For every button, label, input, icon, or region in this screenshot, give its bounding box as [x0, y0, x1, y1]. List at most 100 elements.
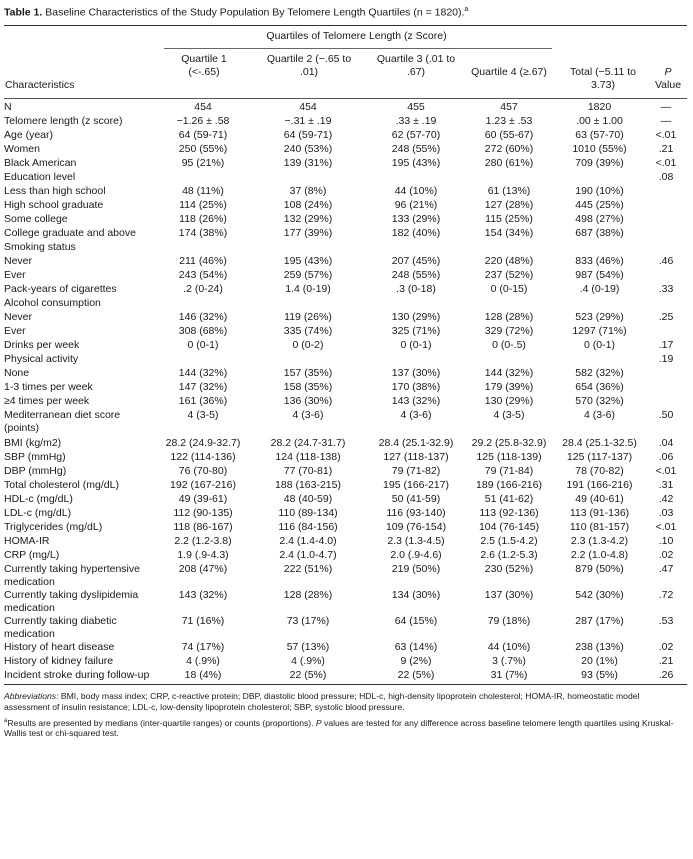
cell-q4: 1.23 ± .53 — [485, 114, 533, 127]
cell-q4: 2.6 (1.2-5.3) — [480, 548, 538, 561]
cell-total: 654 (36%) — [575, 380, 624, 393]
row-label: N — [4, 100, 12, 113]
cell-total: 238 (13%) — [575, 640, 624, 653]
cell-total: 570 (32%) — [575, 394, 624, 407]
cell-q2: 259 (57%) — [283, 268, 333, 281]
cell-p: — — [660, 100, 672, 113]
cell-q3: 22 (5%) — [397, 668, 435, 681]
cell-p — [645, 325, 687, 339]
row-label: Drinks per week — [4, 338, 80, 351]
bottom-rule — [4, 683, 687, 685]
row-label: DBP (mmHg) — [4, 464, 67, 477]
table-title: Table 1. Baseline Characteristics of the… — [4, 3, 687, 20]
cell-p: .08 — [658, 170, 674, 183]
row-label: Women — [4, 142, 40, 155]
cell-q4: 130 (29%) — [484, 394, 534, 407]
table-row: Incident stroke during follow-up 18 (4%) 2… — [4, 669, 687, 683]
cell-q1: 4 (3-5) — [187, 408, 219, 421]
cell-q4: 79 (18%) — [487, 614, 531, 627]
cell-p: .21 — [658, 142, 674, 155]
cell-q1: 76 (70-80) — [178, 464, 228, 477]
cell-q4: 137 (30%) — [484, 588, 534, 601]
cell-q2: 124 (118-138) — [275, 450, 341, 463]
cell-total: 4 (3-6) — [584, 408, 615, 421]
table-row: None 144 (32%) 157 (35%) 137 (30%) 144 (32%)… — [4, 367, 687, 381]
cell-q2: 22 (5%) — [289, 668, 327, 681]
row-label: Total cholesterol (mg/dL) — [4, 478, 119, 491]
characteristics-header: Characteristics — [5, 78, 75, 91]
table-footnotes: Abbreviations: BMI, body mass index; CRP… — [4, 691, 687, 740]
cell-q3: 143 (32%) — [391, 394, 441, 407]
cell-q4: 189 (166-216) — [476, 478, 542, 491]
cell-q3: 133 (29%) — [391, 212, 441, 225]
cell-q3: 0 (0-1) — [400, 338, 432, 351]
cell-q3: .33 ± .19 — [395, 114, 437, 127]
cell-q2: 108 (24%) — [283, 198, 333, 211]
cell-q2: 128 (28%) — [283, 588, 333, 601]
table-caption: Baseline Characteristics of the Study Po… — [45, 6, 465, 19]
cell-q1: 146 (32%) — [178, 310, 228, 323]
table-row: Education level .08 — [4, 171, 687, 185]
cell-q2: 4 (3-6) — [292, 408, 324, 421]
row-label: BMI (kg/m2) — [4, 436, 62, 449]
row-label: Currently taking diabetic medication — [4, 614, 117, 640]
cell-total: 63 (57-70) — [575, 128, 624, 141]
row-label: Age (year) — [4, 128, 54, 141]
cell-q4: 329 (72%) — [484, 324, 534, 337]
cell-q3: 248 (55%) — [391, 142, 441, 155]
cell-q3: 63 (14%) — [394, 640, 438, 653]
cell-q1: 454 — [194, 100, 212, 113]
table-row: Mediterranean diet score (points) 4 (3-5)… — [4, 409, 687, 435]
row-label: Telomere length (z score) — [4, 114, 123, 127]
q2-header-line1: Quartile 2 (−.65 to — [266, 52, 352, 65]
cell-p: .03 — [658, 506, 674, 519]
cell-q3: 2.3 (1.3-4.5) — [387, 534, 445, 547]
cell-q3: 62 (57-70) — [391, 128, 441, 141]
table-row: Pack-years of cigarettes .2 (0-24) 1.4 (0-… — [4, 283, 687, 297]
cell-q1: 243 (54%) — [178, 268, 228, 281]
cell-total: 879 (50%) — [575, 562, 624, 575]
cell-p — [645, 395, 687, 409]
row-label: 1-3 times per week — [4, 380, 93, 393]
cell-q4 — [464, 297, 554, 311]
cell-q4: 144 (32%) — [484, 366, 534, 379]
cell-total: 1820 — [587, 100, 612, 113]
row-label: Never — [4, 254, 33, 267]
cell-q2: 195 (43%) — [283, 254, 333, 267]
cell-q2: 158 (35%) — [283, 380, 333, 393]
cell-total: 1297 (71%) — [572, 324, 627, 337]
cell-p: .02 — [658, 640, 674, 653]
cell-total: 20 (1%) — [581, 654, 618, 667]
cell-total: 287 (17%) — [575, 614, 624, 627]
cell-q3: 79 (71-82) — [391, 464, 441, 477]
cell-p: .46 — [658, 254, 674, 267]
cell-p: .72 — [658, 588, 674, 601]
cell-p — [645, 213, 687, 227]
cell-p: .19 — [658, 352, 674, 365]
cell-p: .21 — [658, 654, 674, 667]
row-label: Less than high school — [4, 184, 106, 197]
cell-q2: 37 (8%) — [289, 184, 327, 197]
cell-q3: 455 — [407, 100, 425, 113]
cell-q1: 118 (86-167) — [173, 520, 233, 533]
cell-q3: 2.0 (.9-4.6) — [390, 548, 442, 561]
cell-q2: 28.2 (24.7-31.7) — [270, 436, 346, 449]
cell-q2: 48 (40-59) — [283, 492, 333, 505]
cell-q3: 44 (10%) — [394, 184, 438, 197]
cell-q3: 127 (118-137) — [383, 450, 449, 463]
cell-q4: 4 (3-5) — [493, 408, 525, 421]
cell-p: .26 — [658, 668, 674, 681]
table-row: Alcohol consumption — [4, 297, 687, 311]
cell-q3: 195 (43%) — [391, 156, 441, 169]
cell-p — [645, 269, 687, 283]
cell-q2: 136 (30%) — [283, 394, 333, 407]
note-p: P — [315, 717, 322, 728]
cell-total: 0 (0-1) — [584, 338, 615, 351]
row-label: Currently taking dyslipidemia medication — [4, 588, 139, 614]
table-header: Quartiles of Telomere Length (z Score) C… — [4, 26, 687, 98]
cell-p: — — [660, 114, 672, 127]
row-label: Never — [4, 310, 33, 323]
cell-total: 833 (46%) — [575, 254, 624, 267]
cell-q2: 454 — [299, 100, 317, 113]
cell-q2: 177 (39%) — [283, 226, 333, 239]
